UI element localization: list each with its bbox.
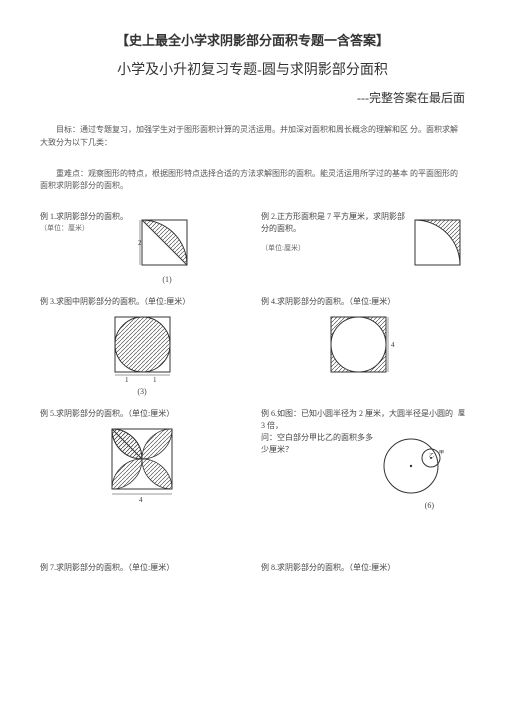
example-8-title: 例 8.求阴影部分的面积。（单位:厘米） [261,562,465,574]
svg-text:4: 4 [139,496,143,504]
example-6-title2: 问：空白部分甲比乙的面积多多少厘米？ [261,432,375,456]
example-4: 例 4.求阴影部分的面积。（单位:厘米） 4 [261,296,465,396]
answer-note: ---完整答案在最后面 [40,89,465,106]
figure-1: 2 [132,215,202,275]
figure-6: 乙 甲 [379,436,454,501]
example-2-title: 例 2.正方形面积是 7 平方厘米，求阴影部分的面积。 [261,211,406,235]
example-5-title: 例 5.求阴影部分的面积。（单位:厘米） [40,408,244,420]
example-2: 例 2.正方形面积是 7 平方厘米，求阴影部分的面积。 （单位:厘米） [261,211,465,284]
example-6-side: 厘 [458,408,465,418]
example-3-title: 例 3.求图中阴影部分的面积。（单位:厘米） [40,296,244,308]
svg-text:乙: 乙 [429,452,434,459]
example-1-unit: （单位：厘米） [40,223,128,233]
example-1: 例 1.求阴影部分的面积。 （单位：厘米） 2 (1) [40,211,244,284]
figure-3-num: (3) [40,387,244,396]
example-7-title: 例 7.求阴影部分的面积。（单位:厘米） [40,562,244,574]
keypoint-paragraph: 重难点：观察图形的特点，根据图形特点选择合适的方法求解图形的面积。能灵活运用所学… [40,168,465,194]
svg-text:1: 1 [125,376,129,384]
figure-2 [410,215,465,270]
row-4: 例 7.求阴影部分的面积。（单位:厘米） 例 8.求阴影部分的面积。（单位:厘米… [40,562,465,574]
example-5: 例 5.求阴影部分的面积。（单位:厘米） 4 [40,408,244,510]
figure-6-num: (6) [261,501,454,510]
row-3: 例 5.求阴影部分的面积。（单位:厘米） 4 例 6.如图：已知小圆半径为 2 … [40,408,465,510]
example-8: 例 8.求阴影部分的面积。（单位:厘米） [261,562,465,574]
figure-4: 4 [261,312,465,382]
example-4-title: 例 4.求阴影部分的面积。（单位:厘米） [261,296,465,308]
row-1: 例 1.求阴影部分的面积。 （单位：厘米） 2 (1) 例 2.正方形面积是 7… [40,211,465,284]
example-3: 例 3.求图中阴影部分的面积。（单位:厘米） 1 1 (3) [40,296,244,396]
figure-1-num: (1) [132,275,202,284]
svg-text:1: 1 [153,376,157,384]
example-6: 例 6.如图：已知小圆半径为 2 厘米，大圆半径是小圆的 3 倍， 问：空白部分… [261,408,465,510]
svg-text:4: 4 [391,341,395,349]
figure-3: 1 1 [40,312,244,387]
example-7: 例 7.求阴影部分的面积。（单位:厘米） [40,562,244,574]
example-6-title: 例 6.如图：已知小圆半径为 2 厘米，大圆半径是小圆的 3 倍， [261,408,454,432]
svg-text:甲: 甲 [439,450,444,456]
row-2: 例 3.求图中阴影部分的面积。（单位:厘米） 1 1 (3) 例 4.求阴影部分… [40,296,465,396]
example-1-title: 例 1.求阴影部分的面积。 [40,211,128,223]
main-title: 【史上最全小学求阴影部分面积专题一含答案】 [40,30,465,49]
example-2-unit: （单位:厘米） [261,243,406,253]
sub-title: 小学及小升初复习专题-圆与求阴影部分面积 [40,59,465,79]
goal-paragraph: 目标：通过专题复习，加强学生对于图形面积计算的灵活运用。并加深对面积和周长概念的… [40,124,465,150]
figure-5: 4 [40,424,244,504]
